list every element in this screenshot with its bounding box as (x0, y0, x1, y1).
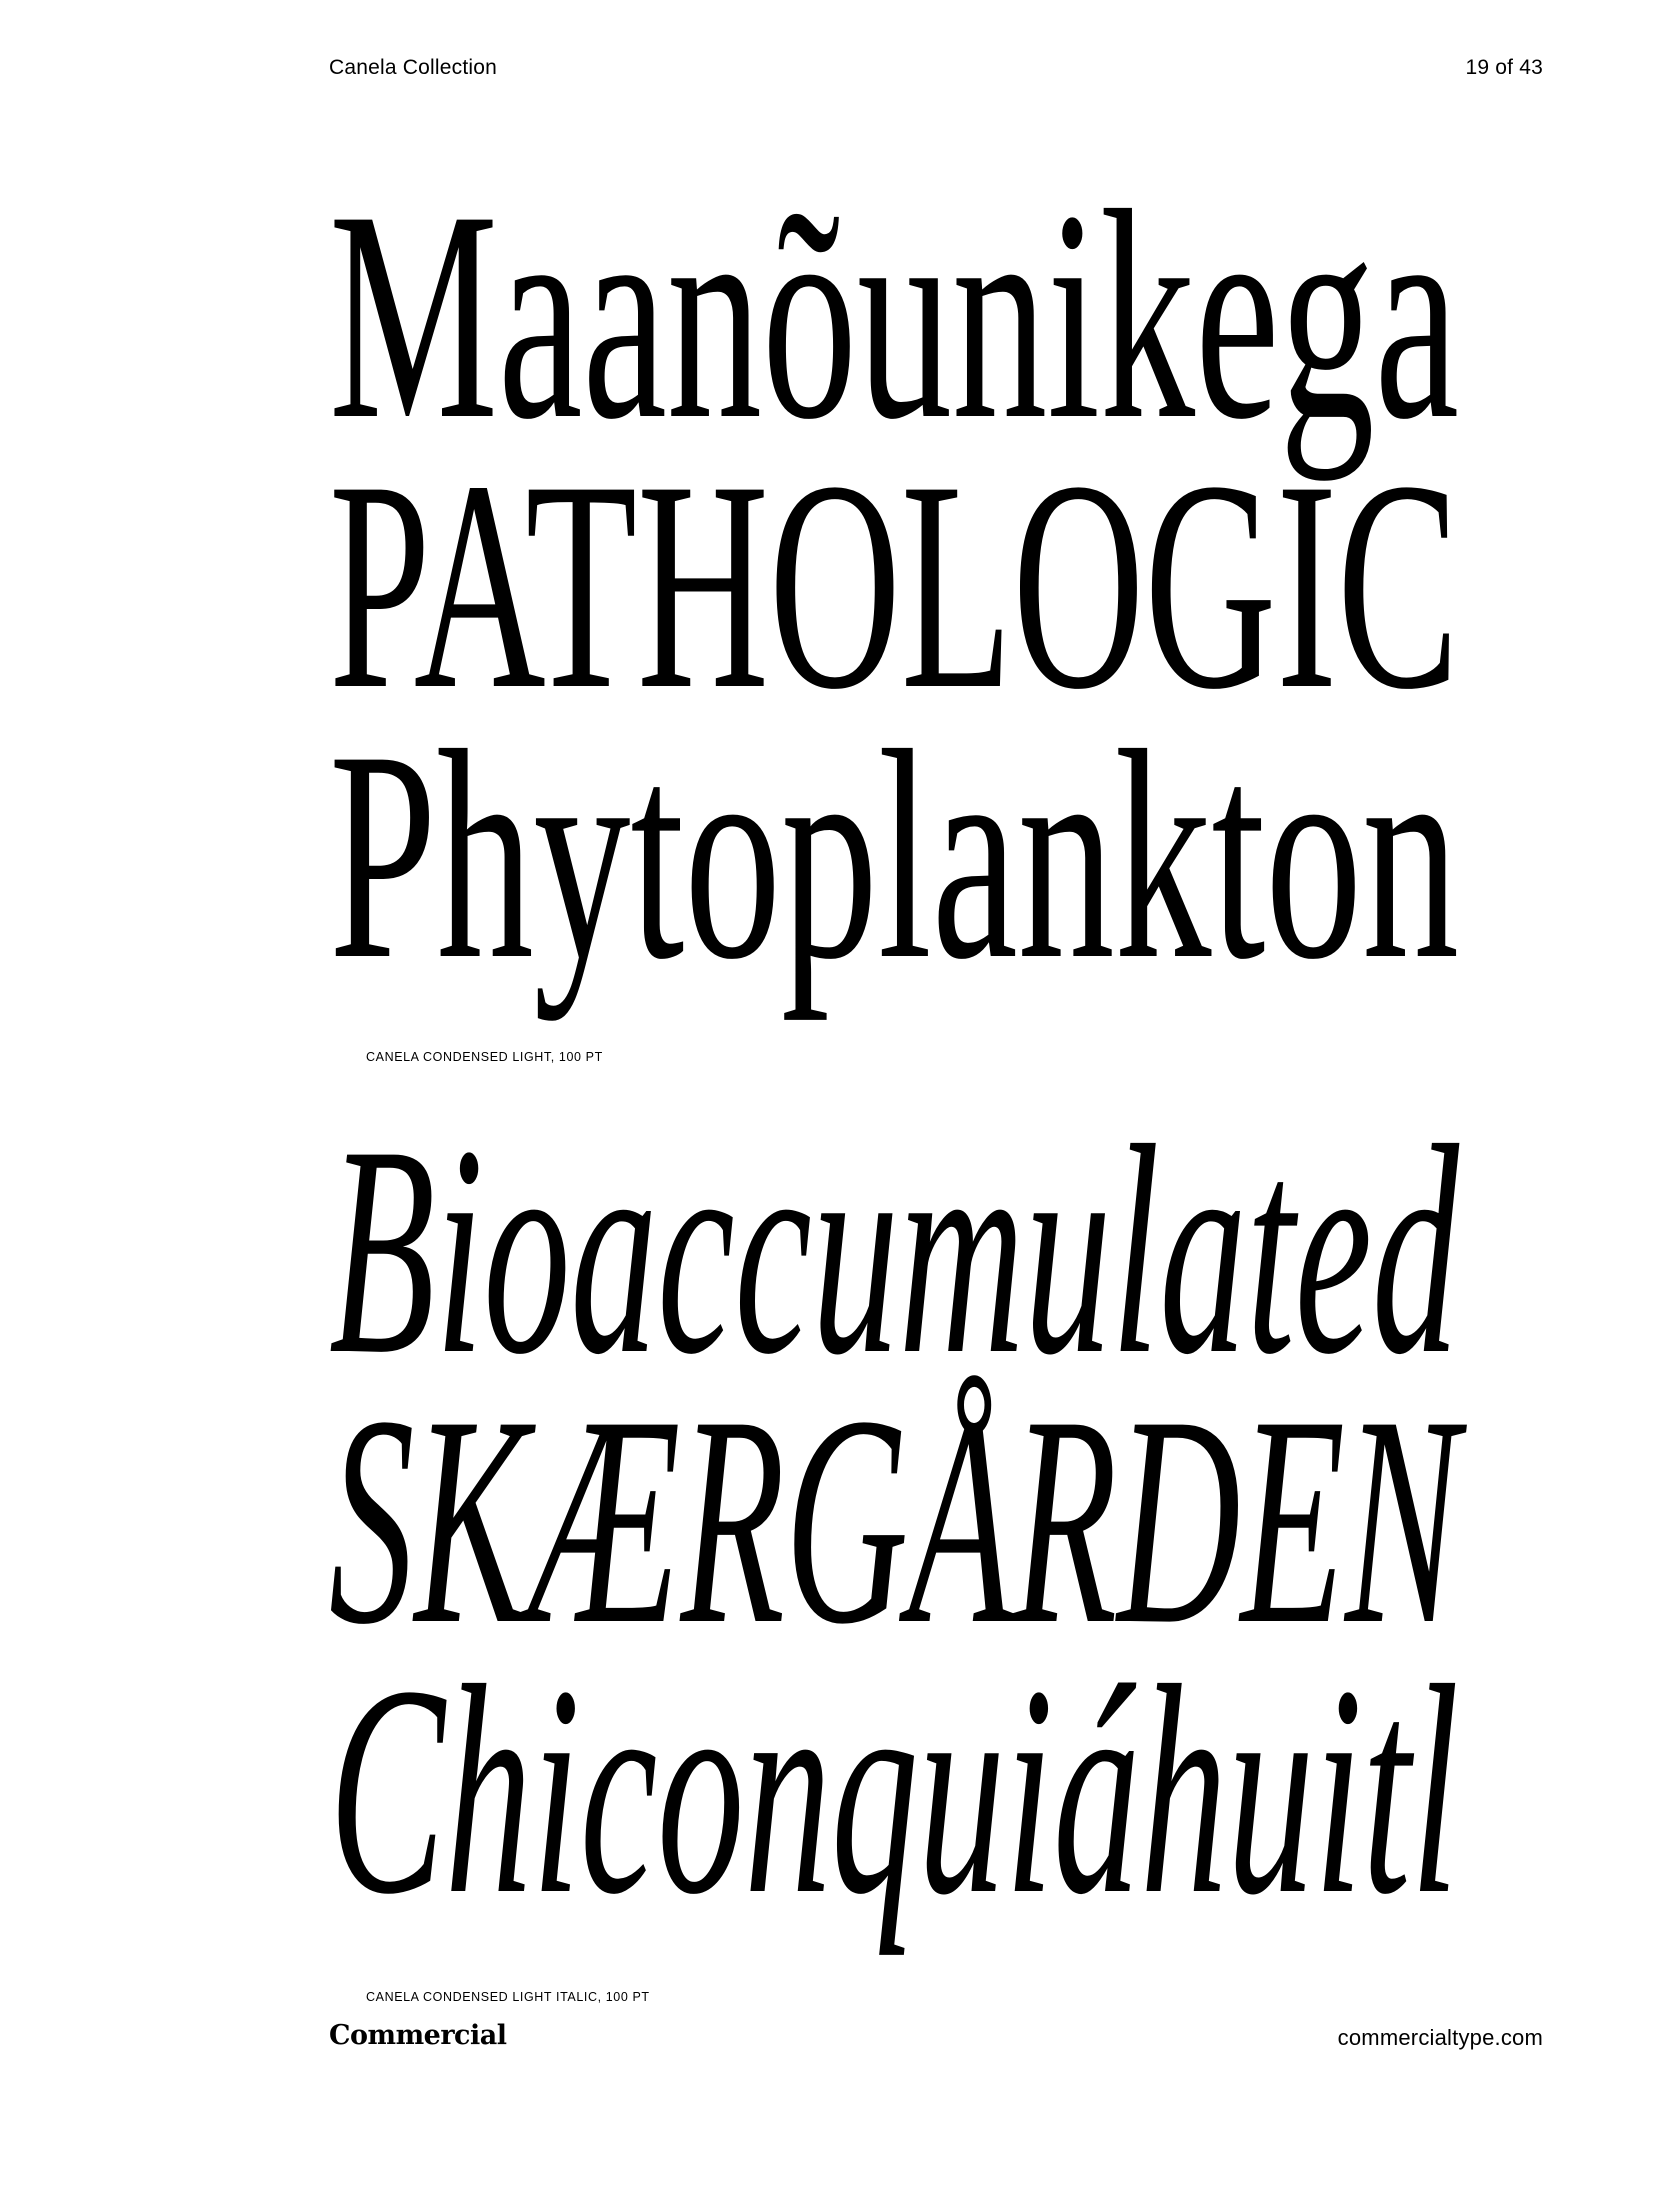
specimen-line: Chiconquiáhuitl (329, 1624, 1459, 1956)
specimen-caption: CANELA CONDENSED LIGHT ITALIC, 100 PT (366, 1990, 650, 2004)
specimen-line: SKÆRGÅRDEN (329, 1354, 1459, 1686)
specimen-caption: CANELA CONDENSED LIGHT, 100 PT (366, 1050, 603, 1064)
website-link[interactable]: commercialtype.com (1337, 2025, 1543, 2050)
specimen-line: PATHOLOGIC (329, 419, 1459, 751)
specimen-line: Bioaccumulated (329, 1084, 1459, 1416)
roman-specimen: Maanõunikega PATHOLOGIC Phytoplankton (329, 149, 1509, 1021)
collection-title: Canela Collection (329, 56, 497, 79)
commercial-logo: Commercial (329, 2020, 507, 2051)
italic-specimen: Bioaccumulated SKÆRGÅRDEN Chiconquiáhuit… (329, 1084, 1509, 1956)
page-number: 19 of 43 (1465, 56, 1543, 79)
specimen-line: Maanõunikega (329, 149, 1459, 481)
specimen-line: Phytoplankton (329, 689, 1459, 1021)
